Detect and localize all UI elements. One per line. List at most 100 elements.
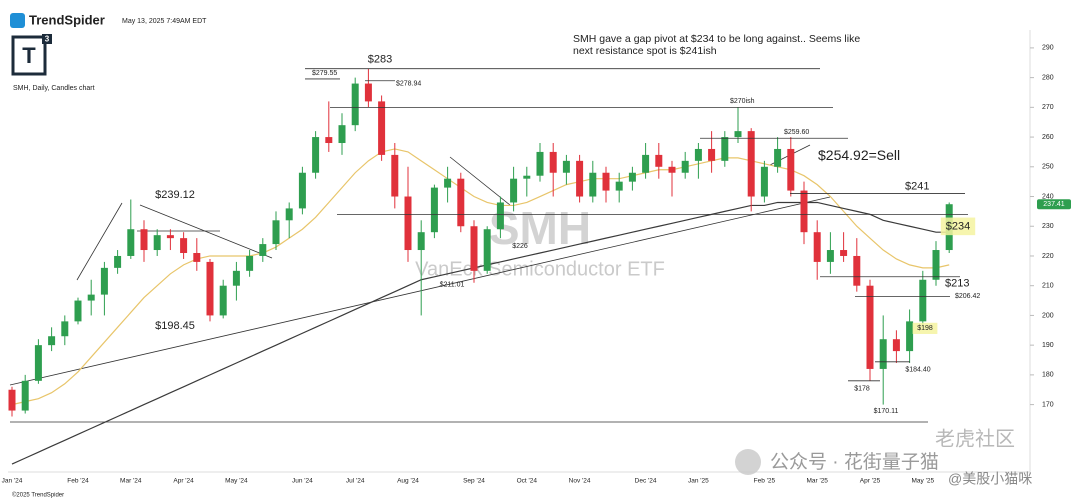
candle-body (589, 172, 597, 197)
x-tick-label: Mar '25 (806, 478, 828, 485)
annotation: $184.40 (905, 367, 930, 374)
x-tick-label: Oct '24 (517, 478, 538, 485)
candle-body (87, 294, 95, 301)
candle-body (430, 187, 438, 233)
wechat-icon (735, 449, 761, 475)
y-tick-label: 240 (1042, 193, 1054, 200)
candle-body (100, 267, 108, 295)
candle-body (34, 345, 42, 381)
timestamp: May 13, 2025 7:49AM EDT (122, 18, 207, 25)
candle-body (140, 229, 148, 251)
candle-body (932, 250, 940, 280)
candle-body (496, 202, 504, 230)
watermark-community: 老虎社区 (935, 427, 1015, 450)
y-tick-label: 220 (1042, 253, 1054, 260)
logo-sup: 3 (45, 35, 50, 44)
annotation: $206.42 (955, 293, 980, 300)
candle-body (906, 321, 914, 352)
y-tick-label: 260 (1042, 134, 1054, 141)
x-tick-label: Nov '24 (569, 478, 591, 485)
x-tick-label: Jan '25 (688, 478, 709, 485)
annotation: $234 (946, 220, 970, 232)
candle-body (813, 232, 821, 262)
candle-body (760, 166, 768, 197)
candle-body (734, 131, 742, 138)
y-tick-label: 230 (1042, 223, 1054, 230)
candle-body (114, 255, 122, 268)
candle-body (919, 279, 927, 322)
watermark-fund: VanEck Semiconductor ETF (415, 258, 665, 280)
candle-body (536, 151, 544, 176)
candle-body (21, 380, 29, 411)
x-tick-label: Apr '25 (860, 478, 881, 485)
candle-body (298, 172, 306, 209)
annotation: $270ish (730, 98, 755, 105)
candle-body (127, 229, 135, 256)
candle-body (708, 148, 716, 161)
candle-body (417, 232, 425, 251)
x-tick-label: May '24 (225, 478, 248, 485)
candle-body (232, 270, 240, 286)
candle-body (166, 235, 174, 239)
annotation: $239.12 (155, 189, 195, 201)
y-tick-label: 200 (1042, 312, 1054, 319)
ma-line (11, 201, 950, 465)
candle-body (628, 172, 636, 182)
last-price-label: 237.41 (1043, 201, 1065, 208)
candle-body (747, 131, 755, 197)
x-tick-label: Jun '24 (292, 478, 313, 485)
brand: TrendSpider (29, 12, 105, 27)
candle-body (338, 125, 346, 144)
annotation: $226 (512, 243, 528, 250)
x-tick-label: Aug '24 (397, 478, 419, 485)
y-tick-label: 190 (1042, 342, 1054, 349)
candle-body (193, 253, 201, 262)
candle-body (602, 172, 610, 191)
y-tick-label: 180 (1042, 372, 1054, 379)
candle-body (787, 148, 795, 191)
y-tick-label: 290 (1042, 45, 1054, 52)
candle-body (562, 160, 570, 173)
x-tick-label: Apr '24 (173, 478, 194, 485)
highlight-box (912, 322, 938, 334)
candle-body (615, 181, 623, 191)
candle-body (549, 151, 557, 173)
x-tick-label: Dec '24 (635, 478, 657, 485)
y-tick-label: 270 (1042, 104, 1054, 111)
x-tick-label: Feb '25 (754, 478, 776, 485)
candle-body (483, 229, 491, 271)
annotation: $241 (905, 180, 929, 192)
x-tick-label: Mar '24 (120, 478, 142, 485)
candle-body (364, 83, 372, 102)
last-price-tag (1037, 199, 1071, 210)
annotation: $283 (368, 54, 392, 66)
candle-body (325, 137, 333, 144)
candle-body (8, 389, 16, 411)
trend-line (76, 202, 123, 281)
candle-body (721, 137, 729, 161)
candle-body (642, 154, 650, 173)
y-tick-label: 280 (1042, 74, 1054, 81)
highlight-box (940, 217, 976, 236)
candle-body (800, 190, 808, 233)
candle-body (180, 238, 188, 253)
x-tick-label: Sep '24 (463, 478, 485, 485)
x-tick-label: May '25 (912, 478, 935, 485)
annotation: $259.60 (784, 129, 809, 136)
candle-body (523, 175, 531, 179)
candle-body (866, 285, 874, 369)
logo-box (11, 35, 47, 76)
candle-body (206, 261, 214, 316)
candle-body (470, 226, 478, 271)
y-tick-label: 170 (1042, 401, 1054, 408)
watermark-ticker: SMH (489, 202, 591, 254)
note: next resistance spot is $241ish (573, 45, 717, 57)
candle-body (892, 339, 900, 352)
candle-body (826, 250, 834, 262)
chart-label: SMH, Daily, Candles chart (13, 85, 95, 92)
annotation: $213 (945, 278, 969, 290)
y-tick-label: 250 (1042, 164, 1054, 171)
candle-body (74, 300, 82, 322)
candle-body (576, 160, 584, 197)
